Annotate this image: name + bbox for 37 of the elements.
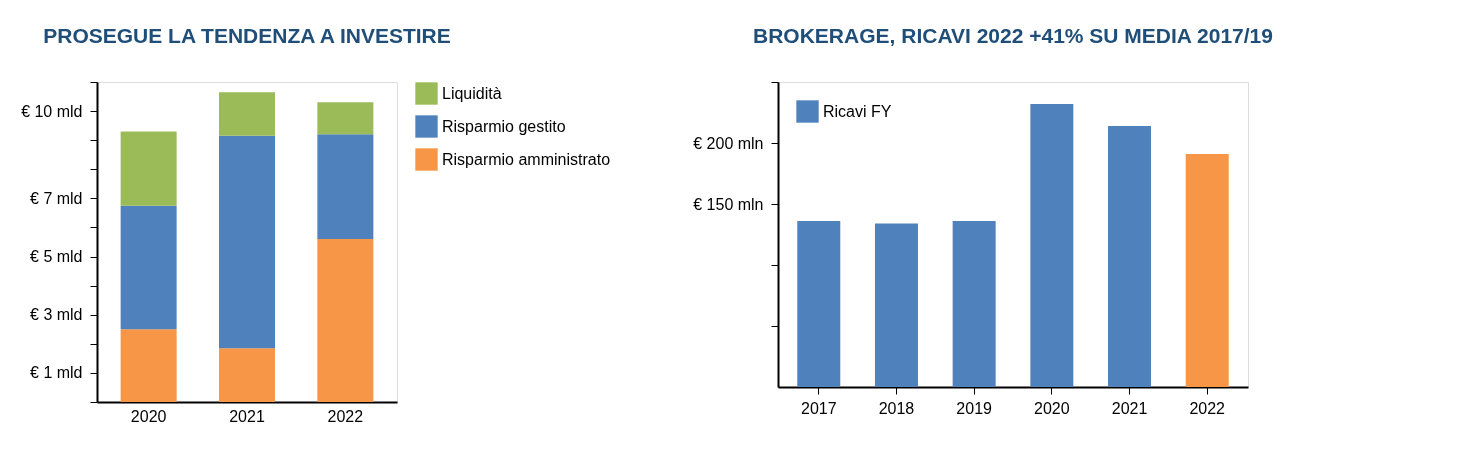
x-tick-label: 2020	[130, 407, 167, 425]
legend-label: Liquidità	[442, 84, 502, 102]
y-tick-label: € 5 mld	[30, 248, 83, 266]
x-tick-label: 2017	[800, 399, 837, 417]
y-tick-label: € 150 mln	[693, 195, 764, 213]
x-tick-label: 2022	[1189, 399, 1226, 417]
bar	[317, 102, 374, 135]
chart-title: BROKERAGE, RICAVI 2022 +41% SU MEDIA 2017/19	[753, 23, 1273, 47]
bar	[874, 223, 918, 387]
bar	[1030, 103, 1074, 387]
legend-label: Ricavi FY	[823, 102, 892, 120]
bar	[797, 221, 841, 387]
bar	[1185, 153, 1229, 387]
legend-label: Risparmio gestito	[442, 117, 566, 135]
y-tick-label: € 7 mld	[30, 189, 83, 207]
bar	[120, 205, 177, 330]
bar	[219, 348, 275, 402]
bar	[219, 92, 275, 136]
bar	[120, 329, 177, 402]
y-tick-label: € 200 mln	[693, 134, 764, 152]
legend-label: Risparmio amministrato	[442, 150, 611, 168]
y-tick-label: € 1 mld	[30, 364, 83, 382]
x-tick-label: 2019	[956, 399, 993, 417]
bar	[120, 131, 177, 206]
bar	[219, 135, 275, 349]
chart-title: PROSEGUE LA TENDENZA A INVESTIRE	[43, 23, 451, 47]
bar	[1108, 125, 1152, 387]
y-tick-label: € 3 mld	[30, 306, 83, 324]
x-tick-label: 2022	[327, 407, 364, 425]
x-tick-label: 2018	[878, 399, 915, 417]
x-tick-label: 2021	[1111, 399, 1148, 417]
x-tick-label: 2020	[1034, 399, 1070, 417]
x-tick-label: 2021	[229, 407, 265, 425]
bar	[317, 239, 374, 402]
y-tick-label: € 10 mld	[21, 102, 83, 120]
bar	[952, 221, 996, 387]
bar	[317, 134, 374, 240]
